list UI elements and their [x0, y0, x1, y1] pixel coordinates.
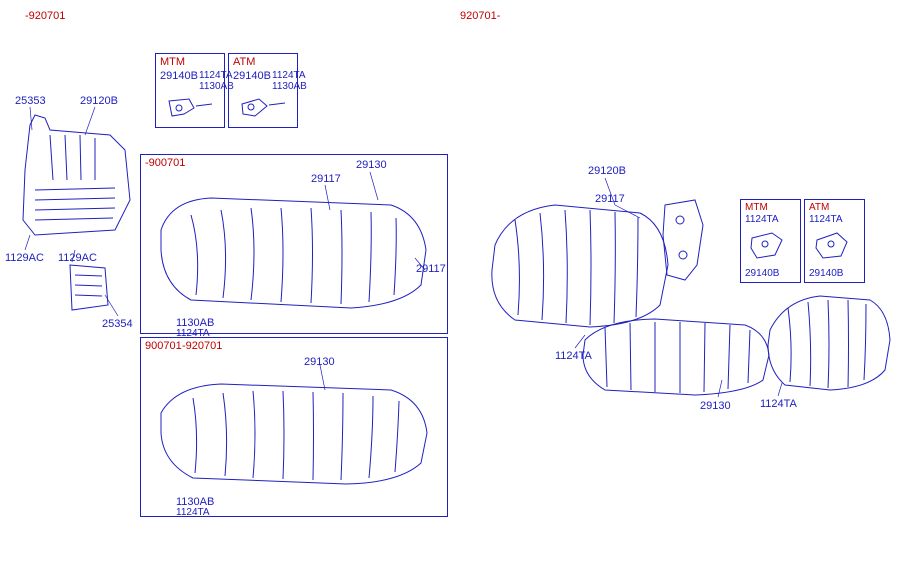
bracket-mtm-r-icon: [747, 230, 795, 265]
part-29130-mid2[interactable]: 29130: [304, 356, 335, 368]
mtm-label-r: MTM: [745, 202, 768, 213]
mtm-label: MTM: [160, 56, 185, 68]
date-mid2a: 900701: [145, 340, 182, 352]
part-1129AC-1[interactable]: 1129AC: [5, 252, 44, 264]
date-range-left: -920701: [25, 10, 65, 22]
small-panel-left: [60, 260, 120, 320]
part-25353[interactable]: 25353: [15, 95, 46, 107]
box-mtm-top: MTM 29140B 1124TA 1130AB: [155, 53, 225, 128]
date-mid2b: -920701: [182, 340, 222, 352]
part-29120B-right[interactable]: 29120B: [588, 165, 626, 177]
bracket-icon: [164, 96, 219, 126]
part-29130-mid1[interactable]: 29130: [356, 159, 387, 171]
part-1124TA-mtm-r[interactable]: 1124TA: [745, 214, 779, 225]
atm-label: ATM: [233, 56, 255, 68]
part-29140B[interactable]: 29140B: [160, 70, 198, 82]
box-mid-1: -900701 29117 29130 29117 1130AB 1124TA: [140, 154, 448, 334]
bracket-icon-2: [237, 96, 292, 126]
part-29140B-2[interactable]: 29140B: [233, 70, 271, 82]
box-mid-2: 900701 -920701 29130 1130AB 1124TA: [140, 337, 448, 517]
part-29120B-left[interactable]: 29120B: [80, 95, 118, 107]
cover-panel-right-far: [760, 290, 895, 400]
under-cover-mid2: [151, 378, 441, 493]
atm-label-r: ATM: [809, 202, 829, 213]
box-mtm-right: MTM 1124TA 29140B: [740, 199, 801, 283]
part-29140B-atm-r[interactable]: 29140B: [809, 268, 843, 279]
part-1124TA-atm-r[interactable]: 1124TA: [809, 214, 843, 225]
part-1124TA-2[interactable]: 1124TA: [272, 70, 306, 81]
under-cover-mid1: [151, 190, 441, 320]
box-atm-top: ATM 29140B 1124TA 1130AB: [228, 53, 298, 128]
part-1124TA-mid2[interactable]: 1124TA: [176, 507, 210, 518]
part-29117-mid[interactable]: 29117: [311, 173, 341, 185]
date-mid1: -900701: [145, 157, 185, 169]
date-range-right: 920701-: [460, 10, 500, 22]
cover-panel-left: [15, 110, 140, 250]
cover-panel-right-lower: [575, 315, 775, 405]
bracket-atm-r-icon: [811, 230, 859, 265]
part-1130AB-2[interactable]: 1130AB: [272, 81, 307, 92]
part-29140B-mtm-r[interactable]: 29140B: [745, 268, 779, 279]
box-atm-right: ATM 1124TA 29140B: [804, 199, 865, 283]
bracket-right: [655, 195, 715, 295]
